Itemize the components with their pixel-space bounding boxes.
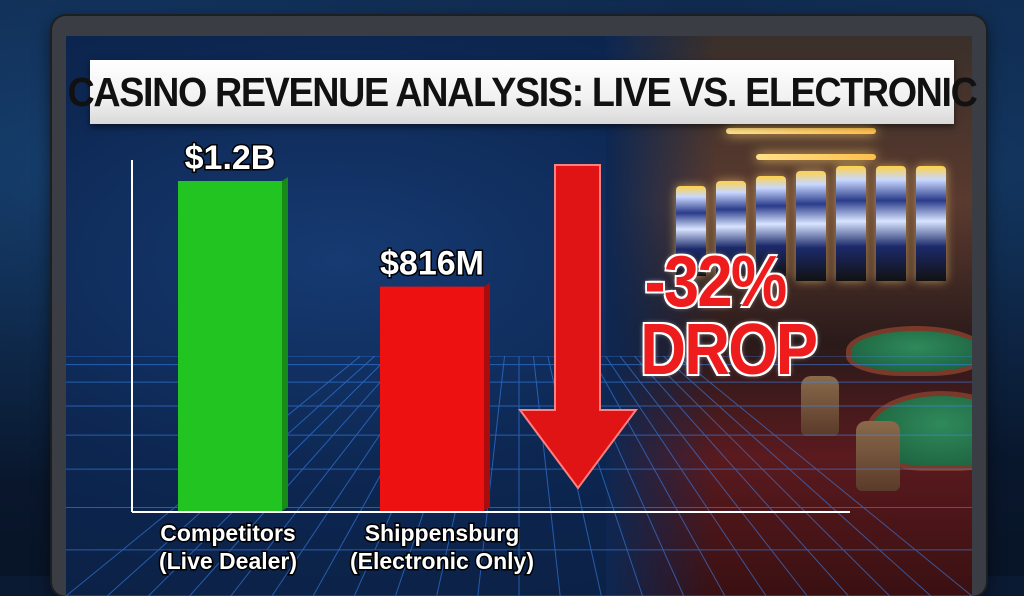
bar-shippensburg <box>380 286 484 511</box>
slot-machine <box>916 166 946 281</box>
title-banner: CASINO REVENUE ANALYSIS: LIVE VS. ELECTR… <box>68 60 978 124</box>
grid-line <box>532 356 561 596</box>
slot-machine <box>876 166 906 281</box>
grid-line <box>662 356 932 596</box>
gaming-table <box>846 326 972 376</box>
ceiling-light <box>726 128 876 134</box>
ceiling-light <box>756 154 876 160</box>
casino-chair <box>856 421 900 491</box>
grid-floor <box>66 356 972 596</box>
chart-title: CASINO REVENUE ANALYSIS: LIVE VS. ELECTR… <box>67 68 978 115</box>
grid-line <box>189 356 405 596</box>
bar-value-label: $1.2B <box>185 139 276 177</box>
bar-side <box>484 282 490 511</box>
drop-word: DROP <box>640 310 818 390</box>
grid-line <box>619 356 808 596</box>
grid-line <box>590 356 726 596</box>
down-arrow-icon <box>518 164 638 490</box>
slot-machine <box>796 171 826 281</box>
category-label: Shippensburg <box>365 520 520 546</box>
drop-annotation: -32% DROP <box>640 242 818 390</box>
grid-line <box>633 356 849 596</box>
drop-percent: -32% <box>644 242 788 322</box>
slot-machine <box>716 181 746 276</box>
bar-value-label: $816M <box>380 245 484 283</box>
casino-floor-image <box>606 36 972 596</box>
bar-competitors <box>178 181 282 511</box>
grid-line <box>677 356 972 596</box>
bar-side <box>282 177 288 511</box>
category-label: (Electronic Only) <box>350 548 534 574</box>
down-arrow-icon <box>518 164 638 490</box>
grid-line <box>477 356 506 596</box>
slot-machine <box>836 166 866 281</box>
category-label: Competitors <box>160 520 295 546</box>
slot-machine <box>756 176 786 276</box>
slot-machine <box>676 186 706 276</box>
grid-line <box>605 356 767 596</box>
grid-line <box>648 356 890 596</box>
category-label: (Live Dealer) <box>159 548 297 574</box>
bar-chart: $1.2B Competitors(Live Dealer) $816M Shippe… <box>131 138 850 576</box>
